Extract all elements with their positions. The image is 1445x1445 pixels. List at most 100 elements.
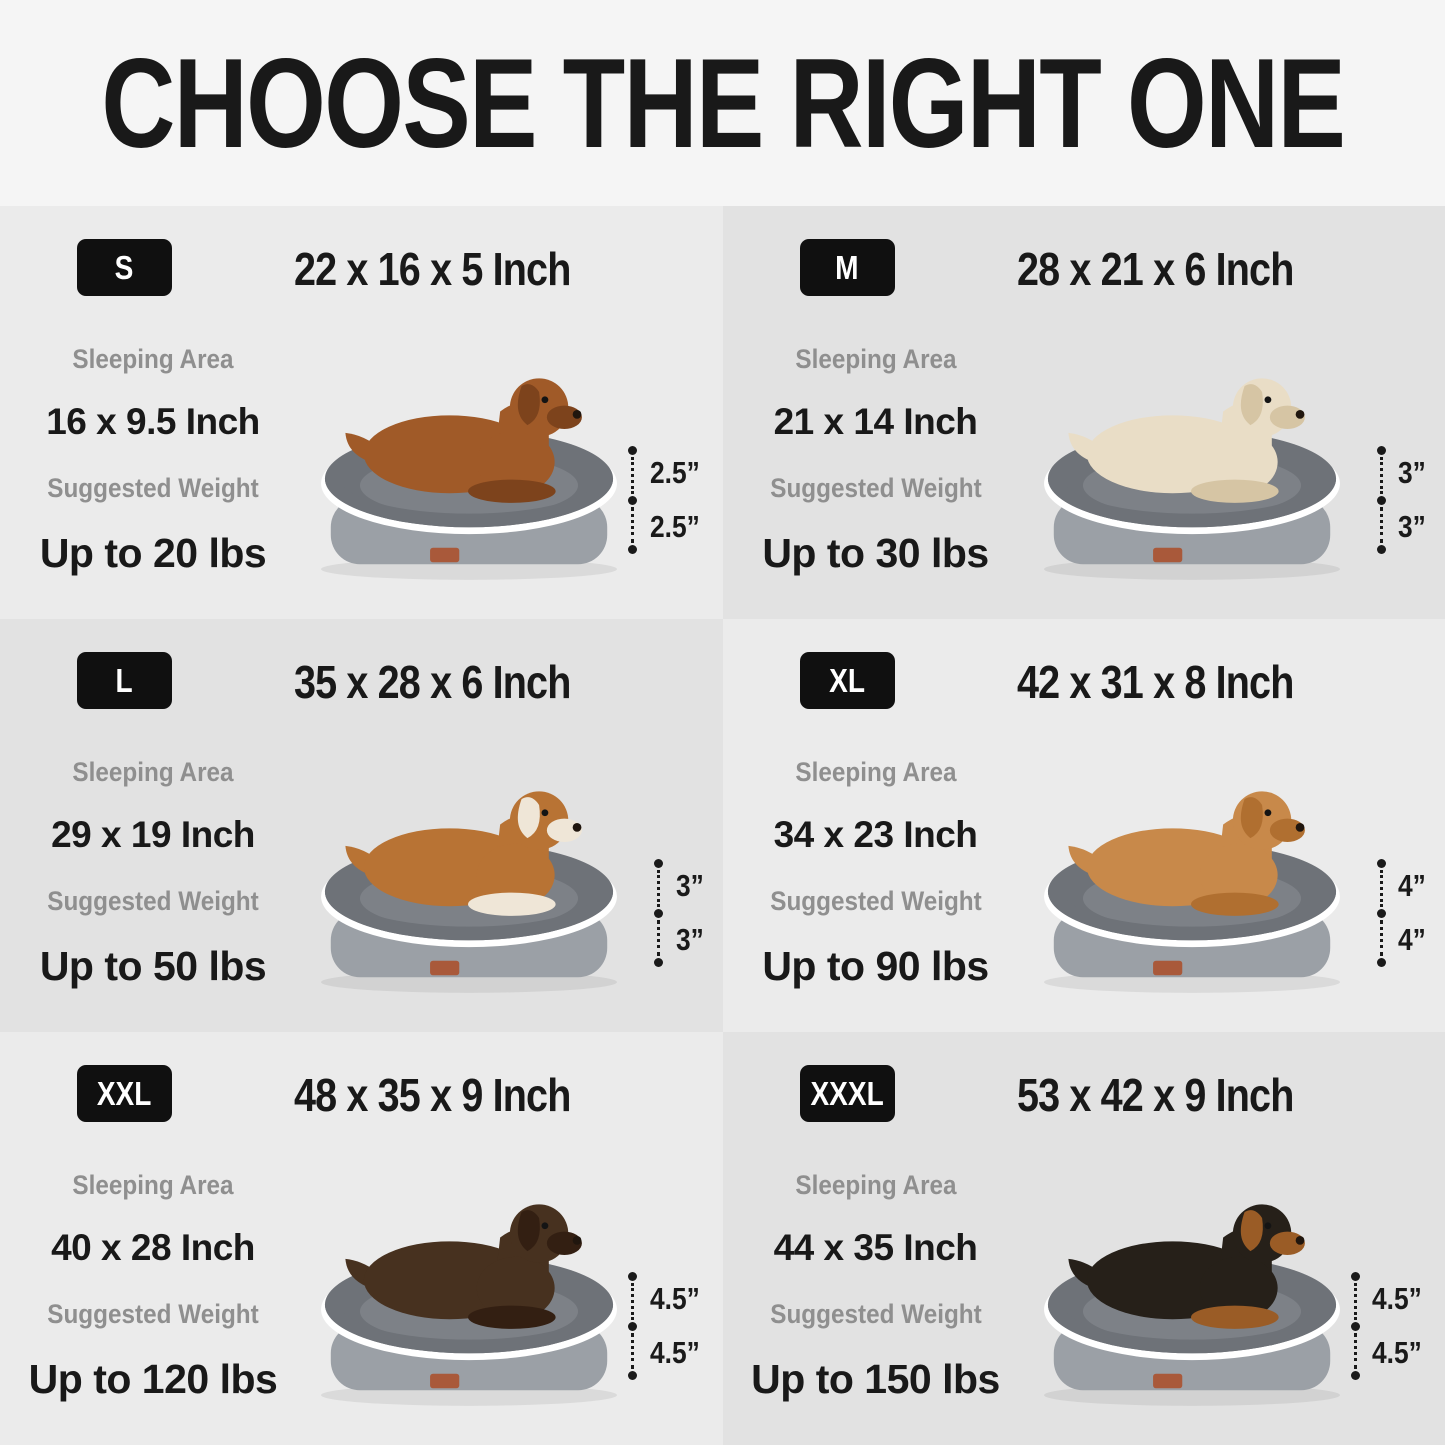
dog-bed-photo xyxy=(1006,318,1378,610)
measure-dot xyxy=(628,1272,638,1281)
dog-nose xyxy=(572,822,582,832)
bolster-height-label: 4.5” xyxy=(1372,1281,1423,1316)
dog-illustration xyxy=(345,378,582,503)
sleeping-area-label: Sleeping Area xyxy=(72,757,234,787)
suggested-weight-label: Suggested Weight xyxy=(47,886,259,916)
size-panel: XXXL 53 x 42 x 9 Inch Sleeping Area 44 x… xyxy=(722,1032,1445,1445)
measure-dot xyxy=(628,495,638,505)
brand-tag xyxy=(1152,960,1182,976)
measure-dot xyxy=(1350,1371,1360,1380)
suggested-weight-value: Up to 90 lbs xyxy=(762,943,989,989)
measure-labels: 4.5” 4.5” xyxy=(1372,1272,1431,1380)
dog-illustration xyxy=(1067,1204,1305,1329)
dog-ear xyxy=(517,1210,540,1252)
sleeping-area-value: 21 x 14 Inch xyxy=(773,401,978,442)
dog-bed-photo xyxy=(283,731,655,1023)
base-height-label: 3” xyxy=(675,922,704,957)
dog-chest xyxy=(476,1256,555,1320)
dotted-measure-line xyxy=(1350,1272,1360,1380)
measure-segment xyxy=(1379,919,1383,956)
sleeping-area-value: 34 x 23 Inch xyxy=(773,814,978,855)
suggested-weight-label: Suggested Weight xyxy=(769,886,982,916)
sleeping-area-label: Sleeping Area xyxy=(794,757,957,787)
dog-eye xyxy=(541,1222,549,1230)
size-badge-label: S xyxy=(115,248,134,286)
size-info: Sleeping Area 40 x 28 Inch Suggested Wei… xyxy=(0,1170,306,1403)
dog-eye xyxy=(1264,396,1271,404)
sleeping-area-value: 29 x 19 Inch xyxy=(51,814,255,855)
measure-dot xyxy=(654,859,664,868)
measure-dot xyxy=(1376,495,1386,505)
sleeping-area-label: Sleeping Area xyxy=(72,1170,234,1200)
size-info: Sleeping Area 21 x 14 Inch Suggested Wei… xyxy=(723,344,1029,577)
dog-paws xyxy=(1190,892,1279,916)
dog-muzzle xyxy=(1269,405,1305,429)
measure-segment xyxy=(631,1283,635,1320)
dog-muzzle xyxy=(1269,1231,1305,1255)
dog-nose xyxy=(1295,409,1304,419)
base-height-label: 4.5” xyxy=(1372,1335,1423,1370)
measure-dot xyxy=(1376,446,1386,455)
suggested-weight-label: Suggested Weight xyxy=(47,473,259,503)
height-indicator: 3” 3” xyxy=(654,859,709,967)
dog-bed-illustration xyxy=(321,791,617,993)
suggested-weight-value: Up to 30 lbs xyxy=(762,530,989,576)
outer-dimensions: 53 x 42 x 9 Inch xyxy=(1016,1069,1294,1121)
sleeping-area-label: Sleeping Area xyxy=(794,1170,957,1200)
size-badge: M xyxy=(799,239,895,296)
measure-dot xyxy=(1350,1272,1360,1281)
dotted-measure-line xyxy=(1376,859,1386,967)
dog-bed-illustration xyxy=(321,378,617,580)
bolster-front-rim xyxy=(1047,478,1336,528)
base-height-label: 4.5” xyxy=(649,1335,700,1370)
size-info: Sleeping Area 34 x 23 Inch Suggested Wei… xyxy=(723,757,1029,990)
page-title: CHOOSE THE RIGHT ONE xyxy=(0,32,1445,175)
dog-bed-photo xyxy=(283,318,655,610)
dog-illustration xyxy=(345,1204,582,1329)
suggested-weight-label: Suggested Weight xyxy=(769,1299,982,1329)
measure-dot xyxy=(654,958,664,967)
size-panel: M 28 x 21 x 6 Inch Sleeping Area 21 x 14… xyxy=(722,206,1445,619)
measure-dot xyxy=(628,1321,638,1331)
size-badge: XL xyxy=(799,652,895,709)
dog-muzzle xyxy=(546,405,582,429)
dog-paws xyxy=(468,892,556,916)
dog-nose xyxy=(572,1235,582,1245)
outer-dimensions: 35 x 28 x 6 Inch xyxy=(293,656,571,708)
measure-segment xyxy=(657,870,661,907)
dog-ear xyxy=(1240,1210,1263,1252)
outer-dimensions: 48 x 35 x 9 Inch xyxy=(293,1069,571,1121)
size-badge-label: L xyxy=(115,661,134,699)
dog-bed-illustration xyxy=(1043,791,1340,993)
measure-dot xyxy=(1376,908,1386,918)
size-badge: S xyxy=(77,239,172,296)
size-badge-label: XXXL xyxy=(810,1074,884,1112)
brand-tag xyxy=(1152,547,1182,563)
dog-chest xyxy=(1199,1256,1278,1320)
dog-eye xyxy=(541,396,549,404)
base-height-label: 3” xyxy=(1398,509,1427,544)
dog-bed-photo xyxy=(283,1144,655,1436)
dog-muzzle xyxy=(546,1231,582,1255)
dog-chest xyxy=(1199,430,1278,494)
measure-dot xyxy=(628,1371,638,1380)
size-badge: XXXL xyxy=(799,1065,895,1122)
measure-dot xyxy=(1376,859,1386,868)
suggested-weight-value: Up to 20 lbs xyxy=(39,530,267,576)
measure-segment xyxy=(657,919,661,956)
size-panel: S 22 x 16 x 5 Inch Sleeping Area 16 x 9.… xyxy=(0,206,723,619)
suggested-weight-label: Suggested Weight xyxy=(769,473,982,503)
measure-segment xyxy=(631,506,635,543)
size-grid: S 22 x 16 x 5 Inch Sleeping Area 16 x 9.… xyxy=(0,206,1445,1445)
size-badge-label: XXL xyxy=(97,1074,152,1112)
height-indicator: 2.5” 2.5” xyxy=(628,446,709,554)
height-indicator: 4” 4” xyxy=(1376,859,1431,967)
dog-illustration xyxy=(345,791,582,916)
dog-ear xyxy=(517,384,540,426)
bolster-front-rim xyxy=(324,1304,614,1354)
suggested-weight-label: Suggested Weight xyxy=(47,1299,259,1329)
suggested-weight-value: Up to 50 lbs xyxy=(39,943,267,989)
size-badge-label: XL xyxy=(829,661,865,699)
size-panel: XL 42 x 31 x 8 Inch Sleeping Area 34 x 2… xyxy=(722,619,1445,1032)
size-info: Sleeping Area 16 x 9.5 Inch Suggested We… xyxy=(0,344,306,577)
